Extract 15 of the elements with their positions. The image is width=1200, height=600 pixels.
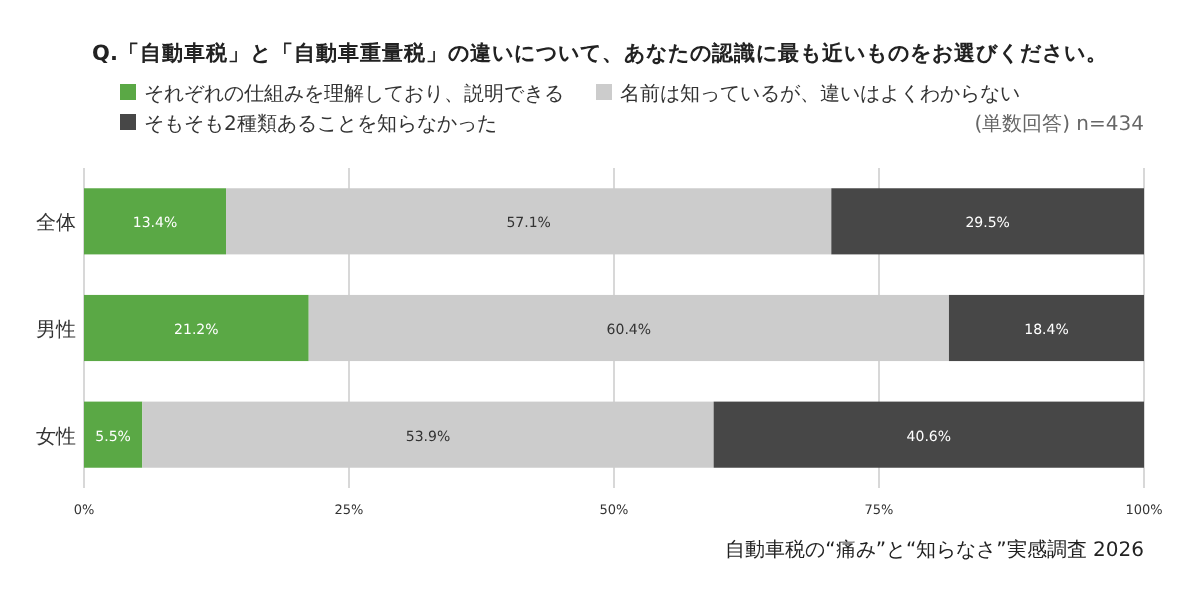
legend-label: そもそも2種類あることを知らなかった — [144, 112, 497, 136]
bar — [84, 401, 143, 468]
bar — [948, 294, 1144, 362]
text: (単数回答) n=434 — [974, 112, 1144, 136]
bar — [831, 188, 1144, 255]
y-tick-label: 男性 — [36, 318, 76, 342]
bar — [713, 401, 1144, 468]
legend-label: 名前は知っているが、違いはよくわからない — [620, 82, 1020, 106]
y-tick-label: 女性 — [36, 424, 76, 449]
y-tick-label: 全体 — [36, 211, 76, 236]
bar — [84, 188, 227, 255]
bar — [84, 294, 309, 362]
chart-title: Q.「自動車税」と「自動車重量税」の違いについて、あなたの認識に最も近いものをお選びください。 — [92, 40, 1108, 66]
text: 自動車税の“痛み”と“知らなさ”実感調査 2026 — [725, 538, 1144, 562]
legend-label: それぞれの仕組みを理解しており、説明できる — [144, 82, 564, 106]
